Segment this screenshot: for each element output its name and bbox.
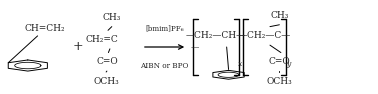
Text: —: — bbox=[191, 43, 199, 51]
Text: OCH₃: OCH₃ bbox=[93, 77, 119, 86]
Text: CH₂=C: CH₂=C bbox=[85, 35, 118, 44]
Text: x: x bbox=[238, 60, 242, 68]
Text: OCH₃: OCH₃ bbox=[266, 77, 292, 86]
Text: [bmim]PF₆: [bmim]PF₆ bbox=[145, 24, 184, 33]
Text: y: y bbox=[286, 60, 290, 68]
Text: —CH₂—C—: —CH₂—C— bbox=[238, 31, 290, 40]
Text: CH=CH₂: CH=CH₂ bbox=[25, 24, 65, 33]
Text: +: + bbox=[73, 41, 83, 53]
Text: C=O: C=O bbox=[268, 57, 290, 66]
Text: CH₃: CH₃ bbox=[102, 13, 121, 22]
Text: AIBN or BPO: AIBN or BPO bbox=[140, 61, 189, 70]
Text: CH₃: CH₃ bbox=[270, 11, 288, 20]
Text: C=O: C=O bbox=[96, 57, 118, 66]
Text: —CH₂—CH—: —CH₂—CH— bbox=[185, 31, 245, 40]
